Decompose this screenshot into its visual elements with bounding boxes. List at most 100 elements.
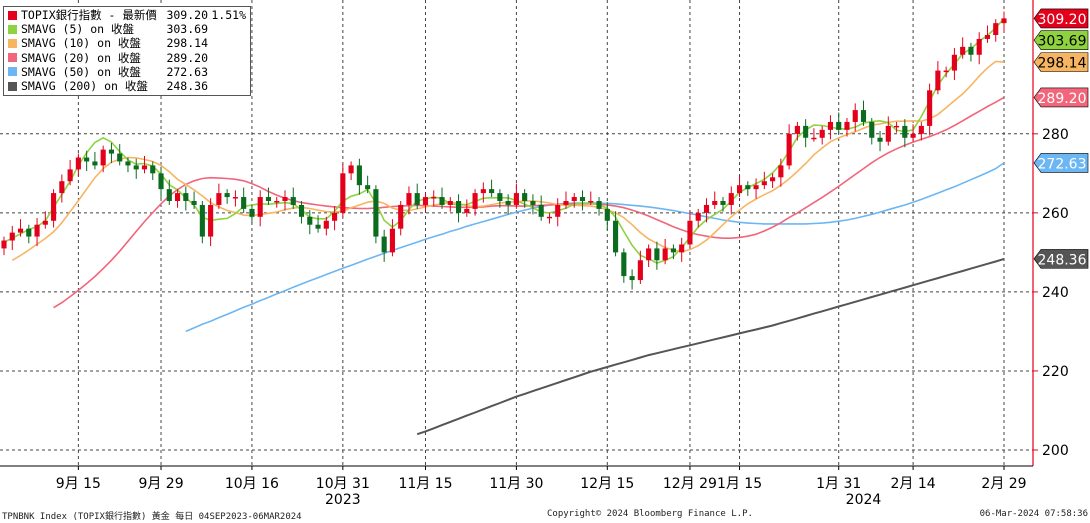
candle-body: [497, 193, 503, 201]
x-tick-label: 11月 15: [398, 476, 452, 492]
candle-body: [117, 153, 123, 162]
candle-body: [323, 220, 329, 229]
footer-copyright: Copyright© 2024 Bloomberg Finance L.P.: [547, 509, 753, 519]
x-tick-label: 1月 31: [816, 476, 861, 492]
candle-body: [538, 204, 544, 217]
candle-body: [265, 197, 272, 201]
candle-body: [422, 197, 429, 205]
candle-body: [563, 201, 569, 205]
y-tick-label: 260: [1042, 206, 1069, 222]
sma50-line: [185, 162, 1005, 333]
candle-body: [728, 193, 734, 205]
last-value-tag: [1033, 30, 1089, 50]
candle-body: [183, 193, 189, 201]
candle-body: [100, 149, 106, 166]
candle-body: [571, 197, 577, 201]
candle-body: [174, 193, 181, 201]
candle-body: [761, 181, 767, 186]
candle-body: [224, 193, 230, 198]
candle-body: [968, 46, 974, 55]
candle-body: [1001, 18, 1007, 24]
candle-body: [150, 165, 156, 174]
candle-body: [513, 193, 519, 205]
candle-body: [406, 193, 412, 205]
candle-body: [505, 201, 511, 205]
candle-body: [621, 252, 627, 277]
candle-body: [778, 165, 784, 178]
candle-body: [67, 169, 73, 182]
last-value-label: 289.20: [1038, 91, 1087, 107]
candle-body: [786, 133, 792, 166]
last-value-tag: [1033, 153, 1089, 173]
x-tick-label: 2月 29: [981, 476, 1026, 492]
candle-body: [191, 201, 197, 205]
legend-item: SMAVG (5) on 收盤 303.69: [8, 22, 246, 36]
legend-value: 272.63: [166, 64, 208, 79]
candle-body: [1, 240, 7, 249]
legend-label: SMAVG (10) on 收盤: [21, 36, 141, 51]
candle-body: [373, 189, 379, 237]
legend-label: TOPIX銀行指數 - 最新價: [21, 8, 157, 22]
x-tick-label: 12月 29: [663, 476, 717, 492]
legend-value: 303.69: [166, 22, 208, 37]
candle-body: [348, 165, 354, 174]
candle-body: [216, 193, 222, 205]
legend-label: SMAVG (5) on 收盤: [21, 22, 135, 37]
last-value-label: 309.20: [1038, 12, 1087, 28]
candle-body: [687, 220, 693, 245]
x-tick-label: 11月 30: [489, 476, 543, 492]
candle-body: [869, 121, 875, 138]
candle-body: [753, 185, 759, 190]
candle-body: [34, 224, 40, 237]
candle-body: [877, 137, 883, 142]
candle-body: [860, 110, 867, 122]
y-tick-label: 220: [1042, 364, 1069, 380]
x-tick-label: 10月 16: [225, 476, 279, 492]
footer-ticker: TPNBNK Index (TOPIX銀行指數) 黃金 每日 04SEP2023…: [2, 512, 302, 522]
candle-body: [770, 177, 776, 182]
x-tick-label: 1月 15: [717, 476, 762, 492]
candle-body: [51, 193, 57, 221]
candle-body: [712, 201, 718, 205]
candle-body: [84, 157, 90, 162]
candle-body: [125, 161, 131, 166]
candle-body: [389, 228, 395, 253]
candle-body: [910, 133, 916, 138]
legend-item: SMAVG (20) on 收盤 289.20: [8, 51, 246, 65]
footer-timestamp: 06-Mar-2024 07:58:36: [979, 509, 1088, 519]
candle-body: [885, 125, 891, 142]
candle-body: [736, 185, 743, 194]
candle-body: [579, 197, 586, 201]
candle-body: [894, 125, 900, 128]
candle-body: [274, 201, 280, 203]
candle-body: [555, 204, 561, 217]
candle-body: [670, 248, 676, 253]
last-value-label: 298.14: [1038, 56, 1087, 72]
candle-body: [332, 212, 338, 221]
candle-body: [803, 125, 809, 138]
candle-body: [613, 220, 619, 253]
candle-body: [464, 208, 470, 213]
y-tick-label: 280: [1042, 127, 1069, 143]
candle-body: [745, 185, 751, 190]
candle-body: [249, 208, 255, 217]
candle-body: [42, 220, 48, 225]
legend-value: 289.20: [166, 50, 208, 65]
candle-body: [951, 54, 957, 71]
candle-body: [596, 201, 602, 209]
candle-body: [637, 260, 643, 281]
candle-body: [414, 193, 420, 205]
candle-body: [827, 121, 834, 130]
candle-body: [241, 197, 247, 209]
date-axis: 9月 15 9月 29 10月 16 10月 31 11月 15 11月 30 12月 15…: [0, 465, 1033, 508]
candle-body: [208, 204, 214, 237]
x-tick-label: 10月 31: [316, 476, 370, 492]
candle-body: [662, 248, 668, 261]
candle-body: [307, 216, 313, 225]
x-tick-label: 12月 15: [580, 476, 634, 492]
legend-label: SMAVG (50) on 收盤: [21, 64, 141, 79]
candle-body: [9, 232, 15, 241]
candle-body: [522, 193, 528, 201]
candle-body: [654, 248, 660, 261]
